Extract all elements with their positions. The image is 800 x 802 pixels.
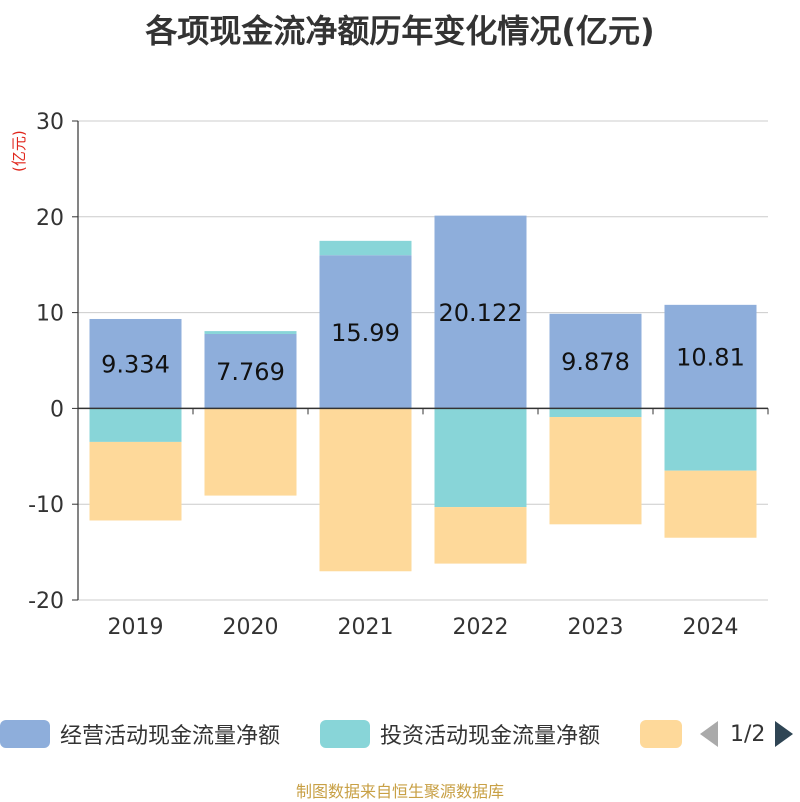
data-label-2021: 15.99 [331,319,400,347]
y-tick-label: -20 [28,589,64,614]
legend-swatch-operating [0,720,50,748]
y-tick-label: 30 [36,110,64,135]
bar-operating-2021 [319,255,412,409]
bar-operating-2020 [204,333,297,409]
bar-investing-2022 [434,408,527,508]
data-labels: 9.334 7.769 15.99 20.122 9.878 10.81 [101,299,745,386]
bar-operating-2023 [549,313,642,409]
bar-investing-2024 [664,408,757,471]
bar-financing-2021 [319,408,412,572]
bar-group [89,215,757,572]
data-label-2019: 9.334 [101,351,170,379]
tick-labels: 30 20 10 0 -10 -20 2019 2020 2021 2022 2023 2024 [28,110,738,640]
legend-item-operating[interactable]: 经营活动现金流量净额 [0,712,280,756]
bar-investing-2019 [89,408,182,442]
bar-financing-2022 [434,507,527,564]
data-label-2020: 7.769 [216,358,285,386]
bar-financing-2023 [549,417,642,525]
chart-svg: 30 20 10 0 -10 -20 2019 2020 2021 2022 2023 2024 9.… [28,110,769,640]
chart-title: 各项现金流净额历年变化情况(亿元) [145,12,655,50]
data-source-note: 制图数据来自恒生聚源数据库 [295,782,504,801]
bar-financing-2019 [89,441,182,521]
legend-swatch-investing [320,720,370,748]
bar-investing-2023 [549,408,642,418]
x-tick-label-2020: 2020 [223,615,279,640]
legend-page-indicator: 1/2 [730,721,766,747]
x-tick-label-2019: 2019 [108,615,164,640]
legend: 经营活动现金流量净额 投资活动现金流量净额 1/2 [0,712,800,756]
legend-pager: 1/2 [700,712,794,756]
x-tick-label-2024: 2024 [683,615,739,640]
x-tick-label-2022: 2022 [453,615,509,640]
data-label-2023: 9.878 [561,348,630,376]
legend-swatch-financing [640,720,682,748]
data-label-2024: 10.81 [676,344,745,372]
bar-financing-2024 [664,470,757,538]
legend-label-investing: 投资活动现金流量净额 [380,724,601,749]
bar-financing-2020 [204,408,297,496]
y-tick-label: 0 [50,397,64,422]
legend-prev-arrow-icon[interactable] [700,721,718,747]
legend-item-financing[interactable] [640,712,692,756]
bar-operating-2019 [89,318,182,409]
axes [72,120,769,601]
bar-investing-2020 [204,331,297,334]
bar-operating-2022 [434,215,527,409]
data-label-2022: 20.122 [439,299,523,327]
bar-operating-2024 [664,304,757,409]
y-tick-label: 10 [36,302,64,327]
legend-item-investing[interactable]: 投资活动现金流量净额 [320,712,600,756]
legend-next-arrow-icon[interactable] [775,721,794,747]
legend-label-operating: 经营活动现金流量净额 [60,724,281,749]
x-tick-label-2021: 2021 [338,615,394,640]
y-tick-label: -10 [28,493,64,518]
y-tick-label: 20 [36,206,64,231]
bar-investing-2021 [319,240,412,256]
x-tick-label-2023: 2023 [568,615,624,640]
grid-lines [78,120,768,601]
